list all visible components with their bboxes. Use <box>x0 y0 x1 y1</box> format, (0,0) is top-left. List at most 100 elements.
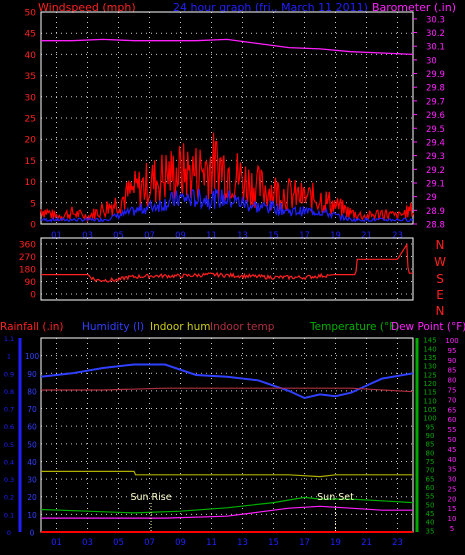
windspeed-title: Windspeed (mph) <box>38 1 136 14</box>
dew-point-tick-label: 100 <box>445 337 458 345</box>
temperature-tick-label: 70 <box>426 467 435 475</box>
barometer-axis: 28.8 28.9 29 29.1 29.2 29.3 29.4 29.5 29.6 29.7 29… <box>413 15 445 231</box>
rain-tick-label: 0.4 <box>4 458 14 466</box>
temperature-tick-label: 80 <box>426 449 435 457</box>
barometer-tick-label: 30.3 <box>426 15 445 25</box>
wind-tick-label: 35 <box>25 72 36 82</box>
dew-point-tick-label: 15 <box>448 505 457 513</box>
temperature-tick-label: 95 <box>426 423 435 431</box>
direction-panel: 0 90 180 270 360 N W S E N <box>19 237 446 318</box>
temperature-tick-label: 100 <box>423 415 436 423</box>
barometer-tick-label: 30 <box>426 56 437 66</box>
sun-markers: Sun Rise Sun Set <box>130 492 354 532</box>
wind-x-tick-label: 05 <box>113 231 124 241</box>
dew-point-tick-label: 80 <box>448 377 457 385</box>
dew-point-tick-label: 60 <box>448 416 457 424</box>
series-line-wind-direction <box>41 242 413 283</box>
temp-x-tick-label: 19 <box>330 538 341 548</box>
direction-tick-label: 180 <box>19 266 36 276</box>
temp-x-tick-label: 01 <box>51 538 62 548</box>
dew-point-tick-label: 70 <box>448 396 457 404</box>
direction-tick-label: 0 <box>30 291 36 301</box>
wind-tick-label: 0 <box>30 221 36 231</box>
barometer-tick-label: 29.7 <box>426 97 445 107</box>
wind-x-tick-label: 23 <box>392 231 403 241</box>
series-line-temperature <box>40 496 414 514</box>
series-line-wind-average <box>40 188 414 223</box>
indoor-temp-title: Indoor temp <box>210 321 275 333</box>
barometer-tick-label: 29 <box>426 193 437 203</box>
temperature-tick-label: 55 <box>426 493 435 501</box>
wind-x-tick-label: 01 <box>51 231 62 241</box>
humidity-tick-label: 70 <box>27 405 37 414</box>
temp-x-tick-label: 05 <box>113 538 124 548</box>
temp-series <box>40 363 414 533</box>
temp-x-tick-label: 07 <box>144 538 155 548</box>
temp-x-tick-label: 03 <box>82 538 93 548</box>
wind-tick-label: 40 <box>25 51 37 61</box>
dew-point-tick-label: 40 <box>448 456 457 464</box>
temperature-tick-label: 115 <box>423 389 436 397</box>
wind-tick-label: 50 <box>25 9 37 19</box>
wind-x-tick-label: 07 <box>144 231 155 241</box>
sun-set-label: Sun Set <box>317 492 354 503</box>
dew-point-tick-label: 5 <box>450 525 454 533</box>
direction-series <box>41 242 413 283</box>
rain-tick-label: 0.1 <box>4 511 14 519</box>
humidity-tick-label: 0 <box>30 529 35 538</box>
temperature-tick-label: 140 <box>423 345 436 353</box>
series-line-indoor-temp <box>41 387 414 393</box>
direction-tick-label: 270 <box>19 253 36 263</box>
wind-x-tick-label: 09 <box>175 231 186 241</box>
humidity-tick-label: 90 <box>27 370 37 379</box>
temperature-tick-label: 145 <box>423 337 436 345</box>
temperature-tick-label: 85 <box>426 441 435 449</box>
dew-point-tick-label: 30 <box>448 476 457 484</box>
series-line-wind-gust <box>40 132 414 224</box>
temp-x-tick-label: 23 <box>392 538 403 548</box>
compass-label-s: S <box>436 272 444 286</box>
barometer-tick-label: 29.4 <box>426 138 445 148</box>
humidity-tick-label: 10 <box>27 511 37 520</box>
temp-x-tick-label: 15 <box>268 538 279 548</box>
barometer-tick-label: 29.5 <box>426 125 445 135</box>
humidity-tick-label: 20 <box>27 493 37 502</box>
humidity-tick-label: 30 <box>27 476 37 485</box>
wind-x-tick-label: 13 <box>237 231 248 241</box>
wind-tick-label: 30 <box>25 93 37 103</box>
dew-point-tick-label: 20 <box>448 495 457 503</box>
temperature-tick-label: 125 <box>423 371 436 379</box>
wind-x-tick-label: 21 <box>361 231 372 241</box>
compass-label-n1: N <box>436 238 445 252</box>
temperature-tick-label: 130 <box>423 363 436 371</box>
humidity-tick-label: 40 <box>27 458 37 467</box>
direction-axis: 0 90 180 270 360 <box>19 241 36 301</box>
wind-tick-label: 45 <box>25 30 36 40</box>
rain-axis: 0 0.1 0.2 0.3 0.4 0.5 0.6 0.7 0.8 0.9 1 1.1 <box>4 335 14 537</box>
temperature-tick-label: 105 <box>423 406 436 414</box>
temperature-tick-label: 60 <box>426 484 435 492</box>
temperature-tick-label: 45 <box>426 510 435 518</box>
dew-point-tick-label: 85 <box>448 367 457 375</box>
direction-tick-label: 360 <box>19 241 36 251</box>
wind-x-tick-label: 03 <box>82 231 93 241</box>
dew-point-tick-label: 10 <box>448 515 457 523</box>
barometer-tick-label: 29.6 <box>426 111 445 121</box>
temperature-tick-label: 35 <box>426 527 435 535</box>
barometer-tick-label: 30.2 <box>426 29 445 39</box>
wind-series <box>40 38 414 224</box>
compass-label-w: W <box>434 255 446 269</box>
rain-tick-label: 0.5 <box>4 441 14 449</box>
temperature-title: Temperature (°F) <box>309 321 399 333</box>
temperature-tick-label: 50 <box>426 501 435 509</box>
rain-tick-label: 1.1 <box>4 335 14 343</box>
temp-humidity-panel: Rainfall (.in) Humidity (l) Indoor hum I… <box>0 321 465 548</box>
temp-x-tick-label: 09 <box>175 538 186 548</box>
dew-point-tick-label: 50 <box>448 436 457 444</box>
wind-x-axis: 01 03 05 07 09 11 13 15 17 19 21 23 <box>51 231 403 241</box>
rainfall-title: Rainfall (.in) <box>0 321 63 333</box>
barometer-title: Barometer (.in) <box>372 1 456 14</box>
graph-title: 24 hour graph (fri., March 11 2011) <box>173 1 368 14</box>
